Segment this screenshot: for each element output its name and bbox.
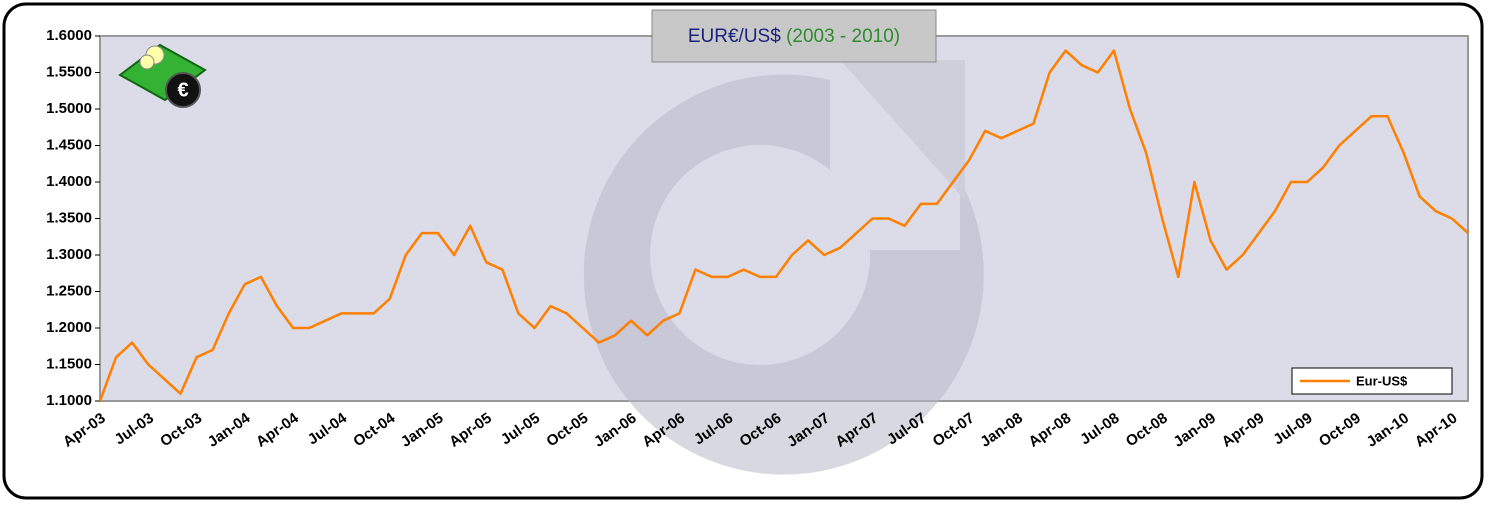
subtitle: (2003 - 2010) [786,26,900,47]
chart: € EUR€/US$ (2003 - 2010) 1.1000 1.1500 1.2… [0,0,1489,506]
y-tick-label: 1.3500 [46,209,92,226]
legend-label: Eur-US$ [1356,373,1408,388]
y-tick-label: 1.2500 [46,282,92,299]
chart-title: EUR€/US$ (2003 - 2010) [688,26,900,47]
y-tick-label: 1.1000 [46,392,92,409]
y-tick-label: 1.4500 [46,136,92,153]
y-tick-label: 1.5500 [46,63,92,80]
icon-glyph: € [177,79,188,101]
title: EUR€/US$ [688,26,781,47]
y-tick-label: 1.5000 [46,100,92,117]
y-tick-label: 1.4000 [46,173,92,190]
y-tick-label: 1.1500 [46,355,92,372]
y-tick-label: 1.3000 [46,246,92,263]
y-tick-label: 1.2000 [46,319,92,336]
y-tick-label: 1.6000 [46,27,92,44]
